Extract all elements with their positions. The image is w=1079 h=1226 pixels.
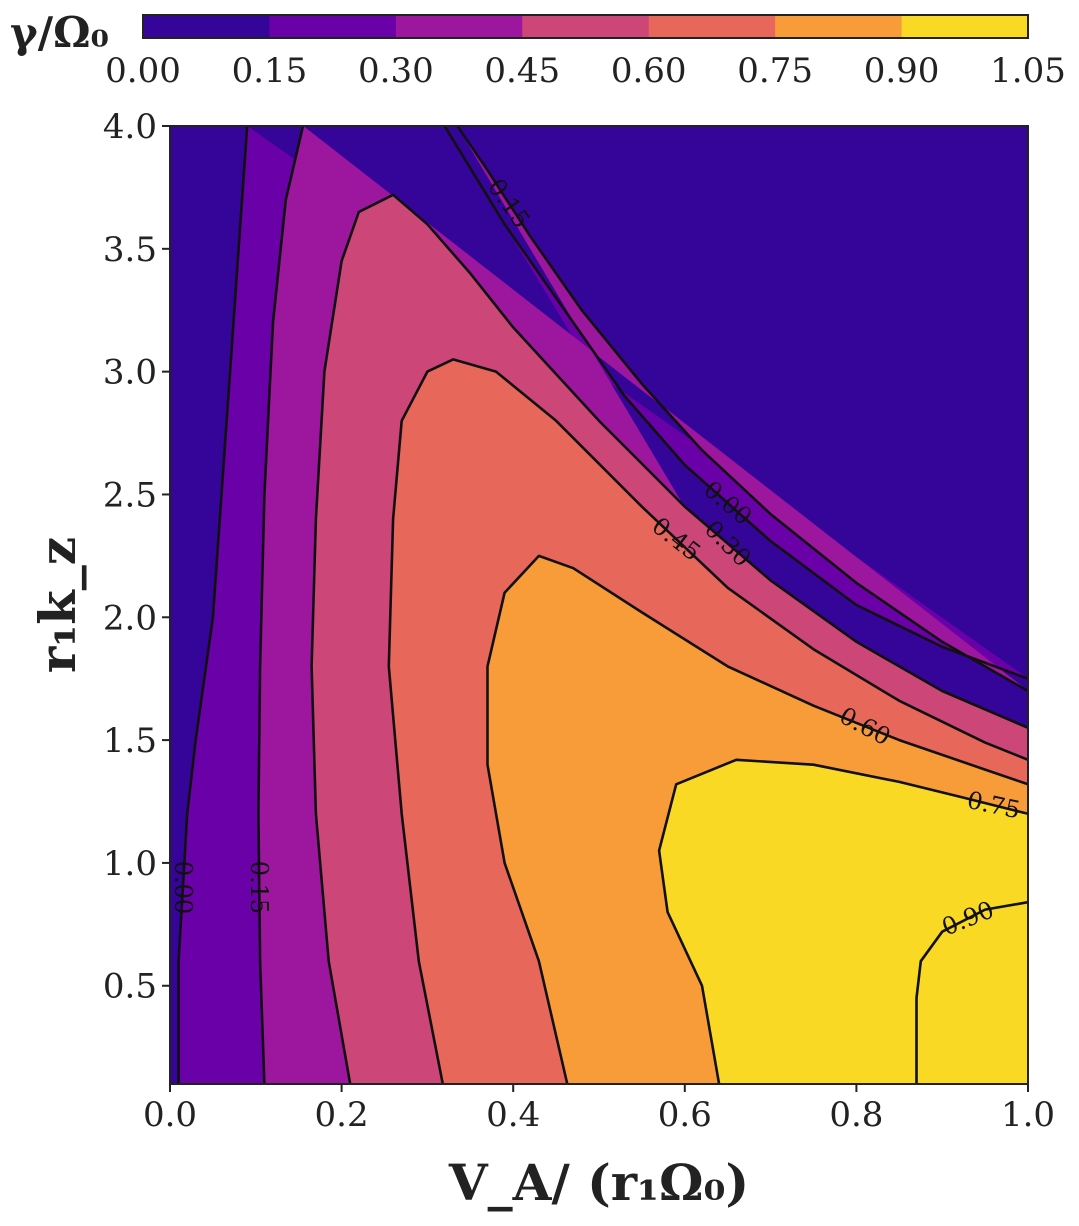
contour-fills <box>170 126 1028 1084</box>
colorbar-swatch <box>901 15 1029 38</box>
y-tick-label: 1.0 <box>103 844 157 884</box>
colorbar-swatch <box>143 15 270 38</box>
contour-line <box>915 900 1028 1084</box>
x-axis-label: V_A/ (r₁Ω₀) <box>448 1153 749 1212</box>
y-tick-label: 1.5 <box>103 721 157 761</box>
colorbar-swatch <box>648 15 776 38</box>
colorbar-swatch <box>395 15 523 38</box>
x-tick-label: 0.8 <box>829 1095 883 1135</box>
x-tick-label: 0.6 <box>658 1095 712 1135</box>
colorbar-tick-labels: 0.00 0.15 0.30 0.45 0.60 0.75 0.90 1.05 <box>105 51 1066 91</box>
x-tick-label: 0.2 <box>315 1095 369 1135</box>
contour-line <box>443 126 1028 680</box>
y-tick-label: 4.0 <box>103 107 157 147</box>
colorbar: γ/Ω₀ 0.00 0.15 0.30 0.45 0.60 0.75 0.90 1.05 <box>10 8 1066 91</box>
colorbar-tick-label: 0.60 <box>611 51 687 91</box>
colorbar-swatch <box>269 15 397 38</box>
colorbar-swatches <box>143 15 1029 38</box>
contour-line <box>177 126 249 1084</box>
y-tick-label: 0.5 <box>103 967 157 1007</box>
colorbar-tick-label: 0.45 <box>484 51 560 91</box>
colorbar-frame <box>142 14 1029 39</box>
contour-line <box>387 358 1028 1084</box>
colorbar-tick-label: 0.15 <box>232 51 308 91</box>
y-axis-ticks: 0.5 1.0 1.5 2.0 2.5 3.0 3.5 4.0 <box>103 107 170 1007</box>
contour-label: 0.15 <box>245 861 273 914</box>
y-tick-label: 3.0 <box>103 353 157 393</box>
contour-lines <box>177 126 1028 1084</box>
y-tick-label: 2.0 <box>103 598 157 638</box>
contour-label: 0.00 <box>169 861 197 914</box>
contour-line <box>257 126 305 1084</box>
contour-line <box>486 554 1028 1084</box>
contour-line <box>657 758 1028 1084</box>
x-axis-ticks: 0.0 0.2 0.4 0.6 0.8 1.0 <box>143 1084 1055 1135</box>
plot-frame <box>169 125 1029 1085</box>
colorbar-label: γ/Ω₀ <box>10 8 109 57</box>
colorbar-tick-label: 1.05 <box>990 51 1066 91</box>
colorbar-swatch <box>775 15 903 38</box>
colorbar-tick-label: 0.00 <box>105 51 181 91</box>
y-axis-label: r₁k_z <box>28 537 87 673</box>
colorbar-tick-label: 0.75 <box>737 51 813 91</box>
contour-line <box>310 193 1028 1084</box>
x-tick-label: 1.0 <box>1001 1095 1055 1135</box>
colorbar-tick-label: 0.90 <box>864 51 940 91</box>
x-tick-label: 0.0 <box>143 1095 197 1135</box>
contour-line <box>456 126 1028 693</box>
colorbar-tick-label: 0.30 <box>358 51 434 91</box>
x-tick-label: 0.4 <box>486 1095 540 1135</box>
y-tick-label: 3.5 <box>103 230 157 270</box>
y-tick-label: 2.5 <box>103 475 157 515</box>
colorbar-swatch <box>522 15 650 38</box>
plot-area: 0.00 0.150.150.000.300.450.600.750.90 <box>169 125 1029 1085</box>
